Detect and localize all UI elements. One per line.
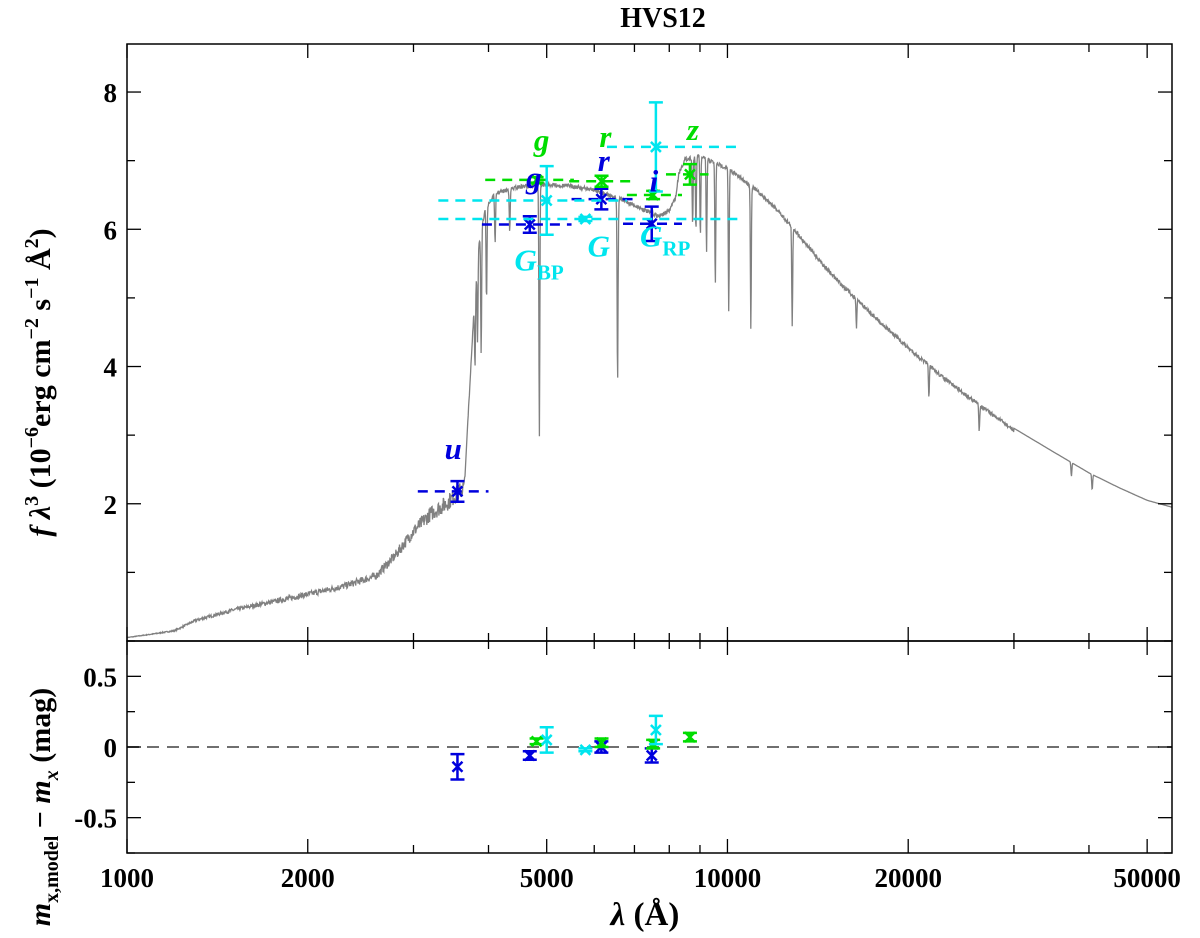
x-tick-label: 5000: [520, 863, 574, 893]
sdss-r-label: r: [598, 143, 611, 178]
pan-starrs-g-label: g: [533, 122, 550, 157]
sdss-g-point: [523, 218, 536, 231]
top-model-layer: [127, 153, 1172, 639]
label-part: G: [640, 218, 663, 253]
label-part: (mag): [24, 688, 57, 770]
pan-starrs-g-point: [530, 173, 543, 186]
gaia-g-rp-label: GRP: [640, 218, 691, 260]
label-part: 2: [21, 238, 43, 248]
residual-4-point: [530, 735, 543, 748]
label-part: s: [24, 299, 57, 318]
text-layer: 1000 2000 5000 10000 20000 50000 2 4 6 8 -0.5 0 0.5 u…: [21, 78, 1181, 933]
residual-3-point: [645, 749, 658, 762]
top-panel-frame: [126, 43, 1173, 642]
bottom-y-axis-label: mx,model − mx (mag): [24, 688, 63, 927]
label-part: x,model: [41, 835, 63, 903]
bottom-y-tick-label: 0.5: [83, 662, 117, 692]
label-part: f λ: [24, 506, 57, 537]
label-part: (10: [24, 448, 57, 496]
label-part: g: [525, 160, 542, 195]
gaia-g-point: [579, 213, 592, 225]
residual-9-point: [579, 743, 592, 756]
label-part: 3: [21, 496, 43, 506]
label-part: m: [24, 903, 57, 926]
residual-0-point: [451, 760, 464, 773]
x-axis-label: λ (Å): [609, 897, 680, 933]
pan-starrs-z-label: z: [686, 112, 699, 147]
label-part: G: [515, 242, 538, 277]
label-part: RP: [662, 236, 690, 260]
gaia-g-label: G: [588, 229, 611, 264]
x-tick-label: 1000: [100, 863, 154, 893]
label-part: g: [533, 122, 550, 157]
sdss-u-point: [451, 485, 464, 498]
x-tick-label: 10000: [694, 863, 762, 893]
residual-7-point: [684, 731, 696, 743]
gaia-g-bp-label: GBP: [515, 242, 564, 284]
label-part: m: [24, 780, 57, 803]
label-part: G: [588, 229, 611, 264]
top-data-layer: [417, 101, 741, 503]
residual-8-point: [540, 734, 553, 746]
label-part: −1: [21, 278, 43, 299]
label-part: ): [24, 228, 57, 238]
bottom-y-tick-label: -0.5: [74, 804, 117, 834]
gaia-g-rp-point: [650, 141, 662, 153]
top-y-tick-label: 6: [104, 215, 118, 245]
top-y-tick-label: 8: [104, 78, 118, 108]
label-part: λ: [609, 897, 626, 933]
model-spectrum-line: [127, 153, 1172, 639]
pan-starrs-z-point: [684, 168, 696, 181]
label-part: i: [650, 164, 659, 199]
x-tick-label: 20000: [874, 863, 942, 893]
label-part: u: [445, 431, 462, 466]
x-tick-label: 2000: [281, 863, 335, 893]
pan-starrs-r-label: r: [599, 119, 612, 154]
label-part: Å: [24, 248, 57, 278]
residual-5-point: [595, 736, 608, 749]
sdss-i-label: i: [650, 164, 659, 199]
sdss-i-point: [645, 217, 658, 230]
residual-10-point: [650, 724, 662, 736]
sdss-u-label: u: [445, 431, 462, 466]
top-y-tick-label: 2: [104, 490, 118, 520]
label-part: BP: [537, 260, 564, 284]
sdss-g-label: g: [525, 160, 542, 195]
label-part: −2: [21, 318, 43, 339]
top-y-axis-label: f λ3 (10−6erg cm−2 s−1 Å2): [21, 228, 57, 536]
label-part: r: [598, 143, 611, 178]
residual-1-point: [523, 749, 536, 762]
chart-title: HVS12: [620, 3, 706, 34]
label-part: r: [599, 119, 612, 154]
gaia-g-bp-point: [540, 194, 553, 207]
x-tick-label: 50000: [1113, 863, 1181, 893]
pan-starrs-r-point: [595, 175, 608, 188]
label-part: (Å): [625, 897, 679, 933]
sdss-r-point: [595, 193, 608, 205]
label-part: x: [41, 770, 63, 781]
bottom-data-layer: [127, 714, 1172, 781]
label-part: −: [24, 804, 57, 836]
label-part: z: [686, 112, 699, 147]
label-part: −6: [21, 427, 43, 448]
axes-layer: [126, 43, 1173, 854]
label-part: erg cm: [24, 339, 57, 426]
bottom-y-tick-label: 0: [104, 733, 118, 763]
top-y-tick-label: 4: [104, 353, 118, 383]
